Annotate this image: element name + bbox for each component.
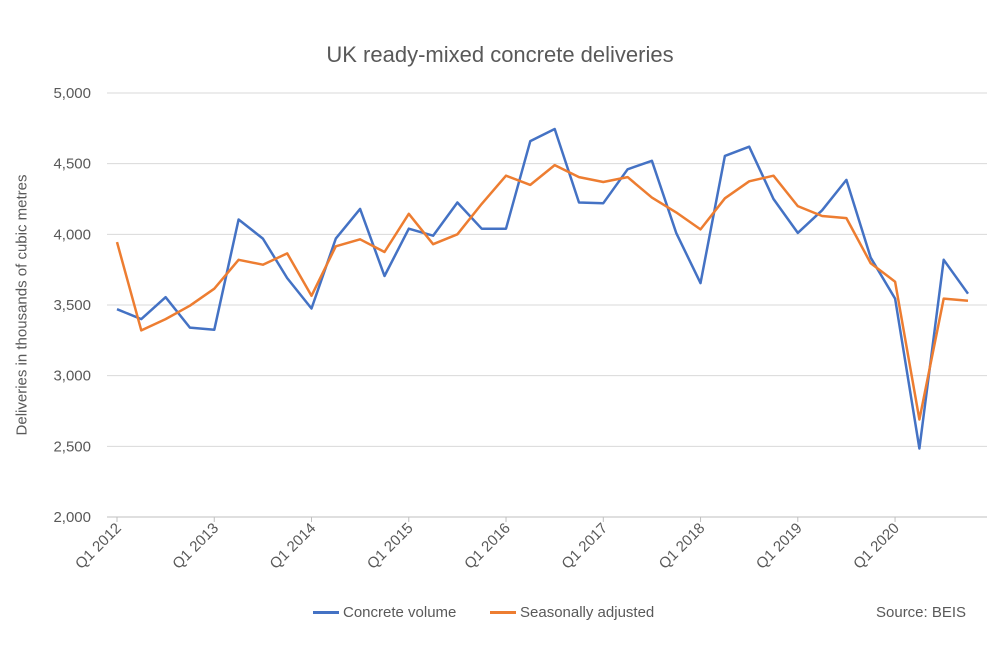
chart-title: UK ready-mixed concrete deliveries [326, 42, 674, 67]
y-tick-label: 3,000 [53, 368, 91, 385]
legend-item-seasonally-adjusted: Seasonally adjusted [490, 604, 654, 621]
y-tick-label: 5,000 [53, 85, 91, 102]
x-tick-label: Q1 2013 [169, 520, 222, 573]
x-tick-label: Q1 2015 [364, 520, 417, 573]
series-line-concrete-volume [116, 127, 970, 450]
x-tick-label: Q1 2018 [656, 520, 709, 573]
x-tick-label: Q1 2019 [753, 520, 806, 573]
y-tick-label: 2,500 [53, 438, 91, 455]
legend-label: Concrete volume [343, 604, 457, 621]
legend-label: Seasonally adjusted [520, 604, 655, 621]
y-tick-label: 4,000 [53, 226, 91, 243]
x-tick-label: Q1 2014 [267, 520, 320, 573]
y-tick-label: 4,500 [53, 156, 91, 173]
source-note: Source: BEIS [876, 604, 967, 621]
x-tick-label: Q1 2020 [850, 520, 903, 573]
x-tick-label: Q1 2012 [72, 520, 125, 573]
x-tick-label: Q1 2017 [558, 520, 611, 573]
series-line-seasonally-adjusted [115, 163, 969, 421]
legend-swatch-blue [313, 611, 339, 614]
y-tick-label: 3,500 [53, 297, 91, 314]
legend-swatch-orange [490, 611, 516, 614]
x-tick-label: Q1 2016 [461, 520, 514, 573]
legend-item-concrete-volume: Concrete volume [313, 604, 456, 621]
y-tick-label: 2,000 [53, 509, 91, 526]
